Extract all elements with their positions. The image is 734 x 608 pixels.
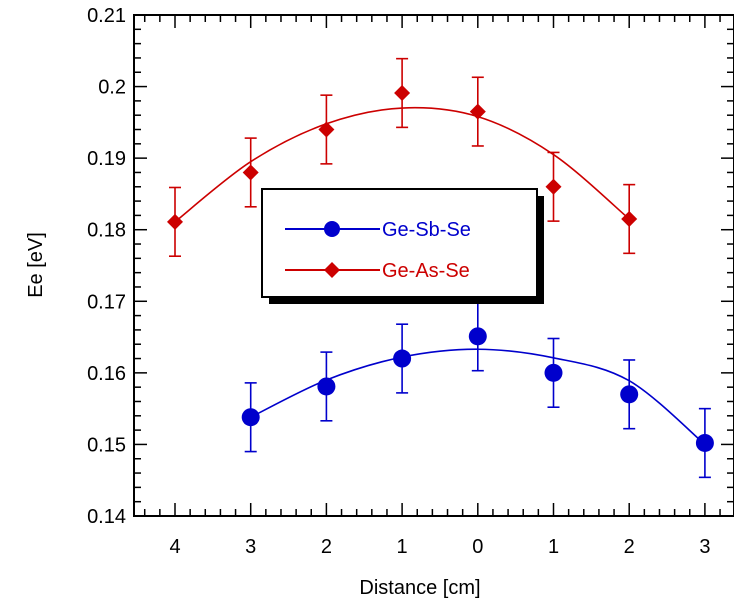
- x-tick-label: 2: [321, 536, 332, 558]
- y-tick-label: 0.21: [87, 5, 126, 27]
- y-tick-labels: 0.14 0.15 0.16 0.17 0.18 0.19 0.2 0.21: [87, 5, 126, 528]
- data-point-ge-as-se: [621, 210, 638, 227]
- axis-ticks: [134, 14, 734, 517]
- data-point-ge-as-se: [167, 213, 183, 230]
- data-point-ge-sb-se: [317, 377, 336, 396]
- series-layer: [167, 57, 714, 479]
- data-point-ge-sb-se: [468, 327, 487, 346]
- x-axis-label: Distance [cm]: [359, 577, 480, 599]
- x-tick-label: 0: [472, 536, 483, 558]
- y-tick-label: 0.14: [87, 506, 126, 528]
- data-point-ge-as-se: [545, 178, 562, 195]
- data-point-ge-as-se: [394, 85, 411, 102]
- data-point-ge-sb-se: [241, 408, 260, 427]
- y-tick-label: 0.19: [87, 148, 126, 170]
- x-tick-label: 4: [169, 536, 180, 558]
- x-tick-label: 1: [548, 536, 559, 558]
- legend-marker-ge-as-se: [324, 262, 340, 278]
- legend-marker-ge-sb-se: [324, 221, 340, 237]
- data-point-ge-as-se: [242, 164, 259, 181]
- data-point-ge-sb-se: [620, 385, 639, 404]
- x-tick-label: 1: [397, 536, 408, 558]
- y-tick-label: 0.18: [87, 220, 126, 242]
- data-point-ge-sb-se: [544, 363, 563, 382]
- x-tick-label: 3: [245, 536, 256, 558]
- legend-label-ge-as-se: Ge-As-Se: [382, 260, 470, 282]
- data-point-ge-sb-se: [695, 433, 714, 452]
- legend: Ge-Sb-Se Ge-As-Se: [261, 188, 544, 304]
- data-point-ge-as-se: [469, 103, 486, 120]
- x-tick-labels: 4 3 2 1 0 1 2 3: [169, 536, 710, 558]
- legend-label-ge-sb-se: Ge-Sb-Se: [382, 219, 471, 241]
- y-axis-label: Ee [eV]: [25, 232, 47, 298]
- data-point-ge-sb-se: [393, 349, 412, 368]
- y-tick-label: 0.16: [87, 363, 126, 385]
- y-tick-label: 0.15: [87, 434, 126, 456]
- data-point-ge-as-se: [318, 121, 335, 138]
- x-tick-label: 2: [624, 536, 635, 558]
- x-tick-label: 3: [699, 536, 710, 558]
- legend-box: [261, 188, 538, 298]
- y-tick-label: 0.17: [87, 291, 126, 313]
- y-tick-label: 0.2: [98, 77, 126, 99]
